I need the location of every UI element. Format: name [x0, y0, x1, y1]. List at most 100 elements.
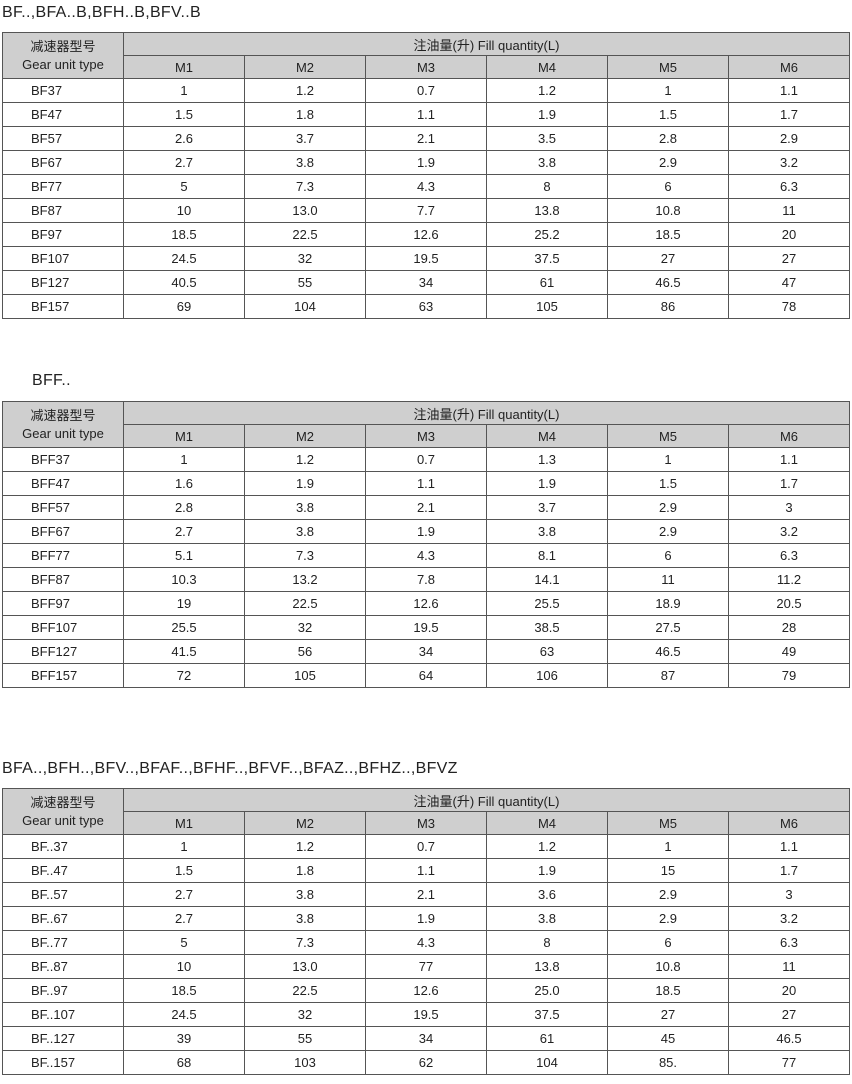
position-header-m2: M2 — [244, 811, 366, 835]
gear-unit-type-cell: BF..87 — [2, 954, 124, 979]
gear-unit-type-cell: BF87 — [2, 198, 124, 223]
fill-quantity-cell: 24.5 — [123, 246, 245, 271]
gear-unit-type-cell: BF..57 — [2, 882, 124, 907]
fill-quantity-cell: 12.6 — [365, 978, 487, 1003]
fill-quantity-cell: 105 — [244, 663, 366, 688]
gear-unit-type-cell: BF127 — [2, 270, 124, 295]
fill-quantity-cell: 2.8 — [607, 126, 729, 151]
fill-quantity-cell: 61 — [486, 1026, 608, 1051]
fill-quantity-cell: 78 — [728, 294, 850, 319]
fill-quantity-cell: 10.3 — [123, 567, 245, 592]
gear-unit-type-cell: BF57 — [2, 126, 124, 151]
gear-unit-type-cell: BF..97 — [2, 978, 124, 1003]
fill-quantity-cell: 6 — [607, 930, 729, 955]
position-header-row: M1 M2 M3 M4 M5 M6 — [3, 55, 850, 79]
fill-quantity-cell: 3.6 — [486, 882, 608, 907]
gear-unit-type-cell: BF..127 — [2, 1026, 124, 1051]
fill-quantity-cell: 104 — [486, 1050, 608, 1075]
fill-quantity-cell: 1.9 — [244, 471, 366, 496]
fill-quantity-cell: 3.8 — [244, 150, 366, 175]
fill-quantity-cell: 19 — [123, 591, 245, 616]
fill-quantity-cell: 11.2 — [728, 567, 850, 592]
type-header-zh: 减速器型号 — [30, 38, 96, 54]
fill-quantity-cell: 25.5 — [486, 591, 608, 616]
fill-quantity-cell: 7.3 — [244, 174, 366, 199]
fill-quantity-cell: 63 — [486, 639, 608, 664]
fill-quantity-cell: 55 — [244, 1026, 366, 1051]
fill-quantity-cell: 38.5 — [486, 615, 608, 640]
fill-quantity-cell: 1.1 — [728, 78, 850, 103]
position-header-m3: M3 — [365, 424, 487, 448]
table-row: BF..97 18.5 22.5 12.6 25.0 18.5 20 — [2, 978, 850, 1003]
gear-unit-type-cell: BF..67 — [2, 906, 124, 931]
position-header-m1: M1 — [123, 811, 245, 835]
position-header-row: M1 M2 M3 M4 M5 M6 — [3, 424, 850, 448]
table-row: BFF57 2.8 3.8 2.1 3.7 2.9 3 — [2, 495, 850, 520]
fill-quantity-cell: 34 — [365, 1026, 487, 1051]
table-row: BFF157 72 105 64 106 87 79 — [2, 663, 850, 688]
fill-quantity-table: 减速器型号 Gear unit type 注油量(升) Fill quantity(… — [2, 401, 850, 688]
position-header-m6: M6 — [728, 55, 850, 79]
fill-quantity-cell: 62 — [365, 1050, 487, 1075]
gear-unit-type-cell: BF157 — [2, 294, 124, 319]
fill-quantity-cell: 1.2 — [244, 447, 366, 472]
table-row: BF127 40.5 55 34 61 46.5 47 — [2, 270, 850, 295]
fill-quantity-cell: 1.9 — [486, 471, 608, 496]
position-header-m4: M4 — [486, 811, 608, 835]
table-row: BF37 1 1.2 0.7 1.2 1 1.1 — [2, 78, 850, 103]
fill-quantity-cell: 32 — [244, 1002, 366, 1027]
position-header-m6: M6 — [728, 424, 850, 448]
fill-quantity-cell: 6.3 — [728, 174, 850, 199]
gear-unit-type-cell: BFF47 — [2, 471, 124, 496]
fill-quantity-cell: 2.9 — [607, 495, 729, 520]
fill-quantity-cell: 2.1 — [365, 495, 487, 520]
fill-quantity-cell: 3.7 — [244, 126, 366, 151]
fill-quantity-cell: 13.2 — [244, 567, 366, 592]
fill-quantity-cell: 3.5 — [486, 126, 608, 151]
gear-unit-type-cell: BF..107 — [2, 1002, 124, 1027]
fill-quantity-cell: 1.5 — [123, 102, 245, 127]
fill-quantity-cell: 1.1 — [365, 858, 487, 883]
fill-quantity-cell: 77 — [365, 954, 487, 979]
fill-quantity-cell: 79 — [728, 663, 850, 688]
fill-quantity-cell: 2.1 — [365, 126, 487, 151]
fill-quantity-cell: 6.3 — [728, 543, 850, 568]
fill-quantity-cell: 1.8 — [244, 858, 366, 883]
position-header-m2: M2 — [244, 55, 366, 79]
fill-quantity-cell: 27 — [728, 246, 850, 271]
header-row: 减速器型号 Gear unit type 注油量(升) Fill quantity(… — [2, 401, 850, 448]
fill-quantity-cell: 3.2 — [728, 906, 850, 931]
fill-quantity-cell: 87 — [607, 663, 729, 688]
fill-quantity-cell: 61 — [486, 270, 608, 295]
fill-quantity-cell: 8 — [486, 930, 608, 955]
fill-quantity-cell: 1 — [123, 78, 245, 103]
fill-quantity-cell: 1.5 — [607, 471, 729, 496]
fill-quantity-cell: 104 — [244, 294, 366, 319]
fill-quantity-cell: 47 — [728, 270, 850, 295]
fill-quantity-cell: 2.1 — [365, 882, 487, 907]
fill-quantity-cell: 5 — [123, 174, 245, 199]
fill-quantity-cell: 18.5 — [123, 222, 245, 247]
fill-quantity-table: 减速器型号 Gear unit type 注油量(升) Fill quantity(… — [2, 32, 850, 319]
fill-quantity-cell: 56 — [244, 639, 366, 664]
fill-quantity-cell: 32 — [244, 246, 366, 271]
fill-quantity-cell: 11 — [728, 198, 850, 223]
fill-quantity-cell: 1.1 — [365, 102, 487, 127]
fill-quantity-cell: 7.3 — [244, 543, 366, 568]
fill-quantity-cell: 1.3 — [486, 447, 608, 472]
table-title: BFA..,BFH..,BFV..,BFAF..,BFHF..,BFVF..,B… — [2, 760, 458, 777]
position-header-m3: M3 — [365, 811, 487, 835]
fill-quantity-cell: 46.5 — [728, 1026, 850, 1051]
fill-quantity-cell: 7.7 — [365, 198, 487, 223]
fill-quantity-cell: 46.5 — [607, 270, 729, 295]
table-row: BF..87 10 13.0 77 13.8 10.8 11 — [2, 954, 850, 979]
gear-unit-type-header: 减速器型号 Gear unit type — [2, 788, 124, 835]
fill-quantity-cell: 1.8 — [244, 102, 366, 127]
fill-quantity-cell: 4.3 — [365, 930, 487, 955]
fill-quantity-cell: 19.5 — [365, 615, 487, 640]
fill-quantity-cell: 14.1 — [486, 567, 608, 592]
fill-quantity-cell: 20 — [728, 978, 850, 1003]
gear-unit-type-cell: BF77 — [2, 174, 124, 199]
table-row: BFF37 1 1.2 0.7 1.3 1 1.1 — [2, 447, 850, 472]
fill-quantity-cell: 1 — [607, 447, 729, 472]
